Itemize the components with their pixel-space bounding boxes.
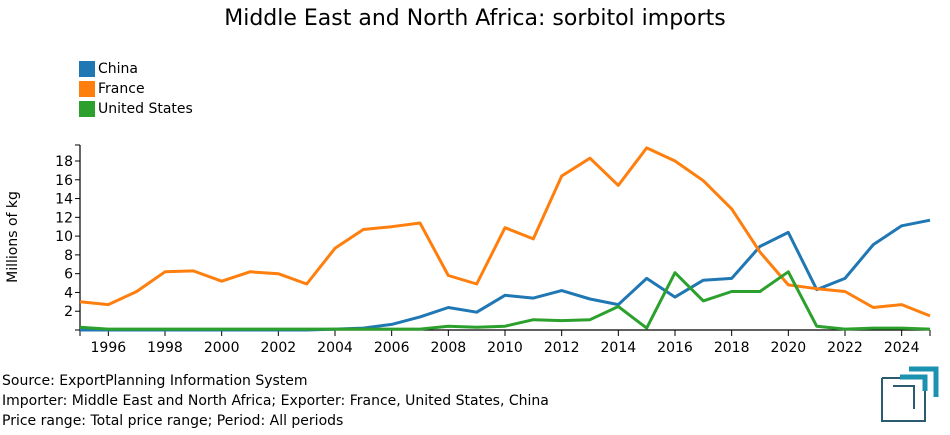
x-tick-label: 2018: [714, 340, 750, 356]
axes: 2 4 6 8 10 12 14 16 18 1996 1998 2000 2002 2004 2006 20…: [55, 144, 931, 356]
y-axis-label: Millions of kg: [5, 191, 21, 283]
y-tick-label: 12: [55, 210, 73, 226]
x-tick-label: 2016: [657, 340, 693, 356]
x-tick-label: 2002: [261, 340, 297, 356]
y-tick-label: 8: [64, 248, 73, 264]
y-tick-label: 6: [64, 267, 73, 283]
x-tick-label: 2012: [544, 340, 580, 356]
legend-item-china[interactable]: China: [79, 59, 193, 79]
series-line-united-states[interactable]: [79, 270, 931, 331]
filter-note: Importer: Middle East and North Africa; …: [2, 393, 549, 409]
source-note: Source: ExportPlanning Information Syste…: [2, 373, 308, 389]
x-tick-label: 2010: [487, 340, 523, 356]
plot-lines: [79, 146, 931, 332]
x-tick-label: 2020: [771, 340, 807, 356]
legend-item-united-states[interactable]: United States: [79, 99, 193, 119]
x-tick-label: 2004: [317, 340, 353, 356]
range-note: Price range: Total price range; Period: …: [2, 413, 344, 429]
legend-label: United States: [98, 101, 193, 117]
x-tick-label: 2006: [374, 340, 410, 356]
y-tick-label: 18: [55, 154, 73, 170]
series-line-france[interactable]: [79, 146, 931, 318]
legend-swatch-united-states: [79, 101, 95, 117]
y-tick-label: 16: [55, 173, 73, 189]
line-chart: 2 4 6 8 10 12 14 16 18 1996 1998 2000 2002 2004 2006 20…: [5, 144, 931, 356]
x-tick-label: 2008: [431, 340, 467, 356]
x-tick-label: 2022: [827, 340, 863, 356]
x-tick-label: 2024: [884, 340, 920, 356]
legend-swatch-france: [79, 81, 95, 97]
legend-item-france[interactable]: France: [79, 79, 193, 99]
x-tick-label: 1998: [147, 340, 183, 356]
y-tick-label: 2: [64, 304, 73, 320]
x-tick-label: 2014: [601, 340, 637, 356]
legend-swatch-china: [79, 61, 95, 77]
x-tick-label: 1996: [91, 340, 127, 356]
x-tick-label: 2000: [204, 340, 240, 356]
footer: Source: ExportPlanning Information Syste…: [2, 371, 549, 431]
y-tick-label: 4: [64, 285, 73, 301]
legend: China France United States: [79, 59, 193, 119]
y-tick-label: 14: [55, 192, 73, 208]
legend-label: France: [98, 81, 145, 97]
exportplanning-logo-icon: [881, 366, 939, 422]
y-tick-label: 10: [55, 229, 73, 245]
legend-label: China: [98, 61, 138, 77]
chart-title: Middle East and North Africa: sorbitol i…: [224, 6, 726, 31]
